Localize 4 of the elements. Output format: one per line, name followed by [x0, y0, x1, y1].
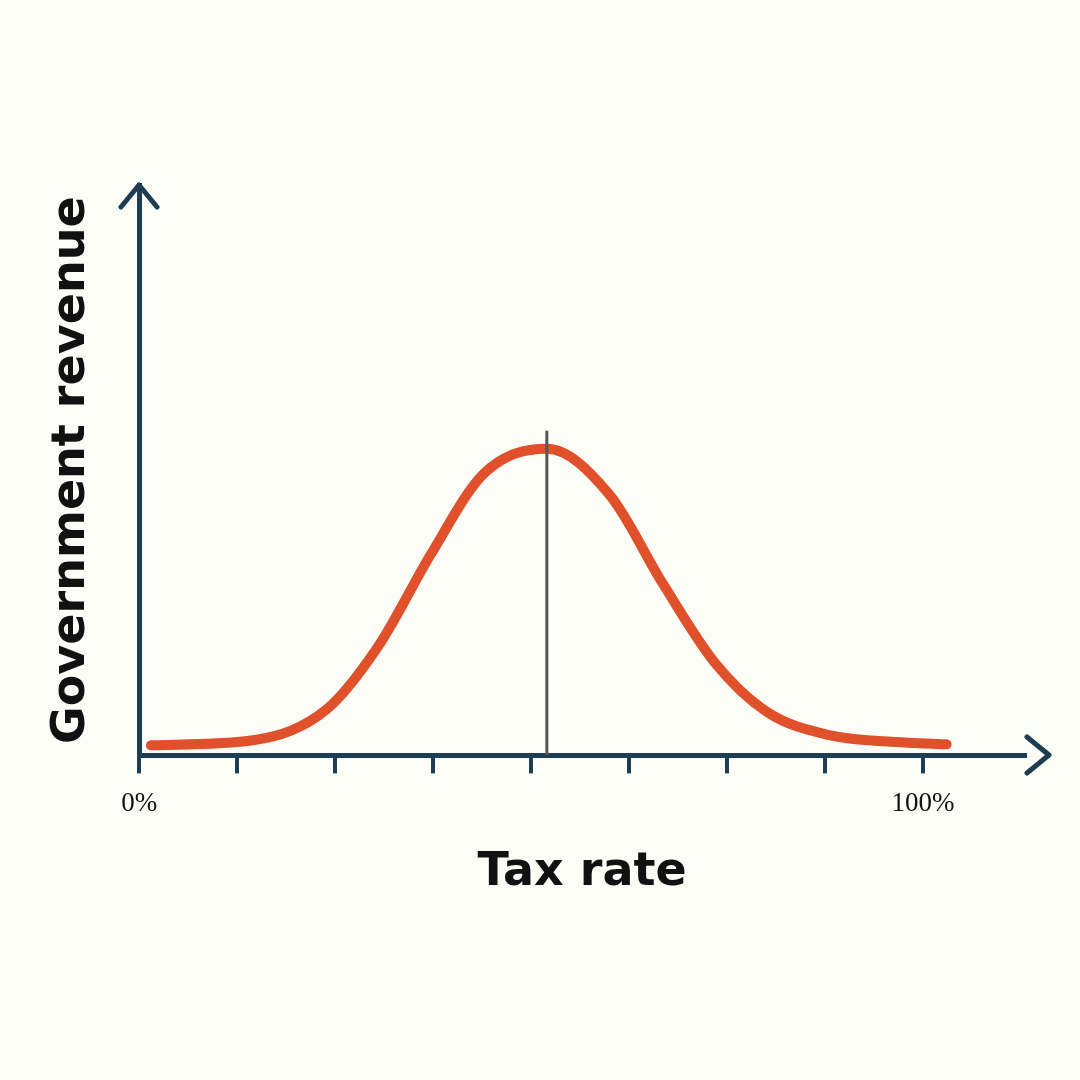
x-tick-label: 100% — [891, 786, 955, 817]
y-axis-title: Government revenue — [40, 196, 95, 745]
x-axis-title: Tax rate — [477, 842, 687, 897]
x-tick-label: 0% — [121, 786, 158, 817]
